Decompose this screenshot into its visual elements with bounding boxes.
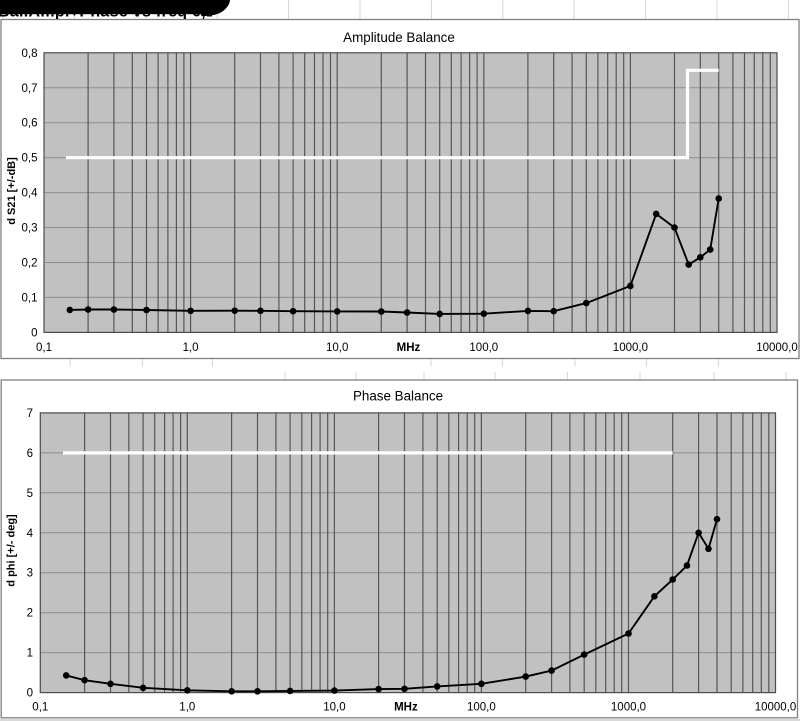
svg-text:Amplitude Balance: Amplitude Balance — [343, 30, 455, 45]
svg-text:Bal.Ampl+Phase vs freq 0,1..4G: Bal.Ampl+Phase vs freq 0,1..4GHz — [0, 3, 267, 20]
svg-text:0,1: 0,1 — [22, 292, 38, 304]
svg-text:MHz: MHz — [394, 702, 418, 714]
svg-text:100,0: 100,0 — [467, 702, 496, 714]
svg-text:10,0: 10,0 — [326, 342, 348, 354]
svg-text:1,0: 1,0 — [183, 342, 199, 354]
svg-text:0,3: 0,3 — [22, 223, 38, 235]
svg-text:7: 7 — [27, 408, 33, 420]
svg-text:3: 3 — [27, 568, 33, 580]
svg-text:0,6: 0,6 — [22, 118, 38, 130]
svg-text:0,5: 0,5 — [22, 153, 38, 165]
svg-text:1: 1 — [27, 648, 33, 660]
svg-text:5: 5 — [27, 488, 33, 500]
svg-text:100,0: 100,0 — [469, 342, 498, 354]
svg-text:0,4: 0,4 — [22, 188, 39, 200]
svg-text:0,8: 0,8 — [22, 48, 38, 60]
svg-text:10000,0: 10000,0 — [755, 702, 797, 714]
svg-text:10000,0: 10000,0 — [756, 342, 798, 354]
svg-text:0: 0 — [27, 688, 33, 700]
svg-text:4: 4 — [27, 528, 34, 540]
svg-text:0,2: 0,2 — [22, 258, 38, 270]
svg-text:0,7: 0,7 — [22, 83, 38, 95]
svg-text:1000,0: 1000,0 — [611, 702, 646, 714]
svg-text:d phi [+/- deg]: d phi [+/- deg] — [6, 514, 18, 587]
svg-text:1000,0: 1000,0 — [613, 342, 648, 354]
svg-text:2: 2 — [27, 608, 33, 620]
svg-text:0,1: 0,1 — [32, 702, 48, 714]
svg-text:Phase Balance: Phase Balance — [353, 389, 443, 404]
svg-text:0,1: 0,1 — [36, 342, 52, 354]
svg-text:0: 0 — [31, 327, 37, 339]
svg-text:d S21 [+/-dB]: d S21 [+/-dB] — [6, 157, 18, 225]
svg-text:MHz: MHz — [397, 342, 421, 354]
svg-text:6: 6 — [27, 448, 33, 460]
svg-text:1,0: 1,0 — [179, 702, 195, 714]
svg-text:10,0: 10,0 — [323, 702, 345, 714]
